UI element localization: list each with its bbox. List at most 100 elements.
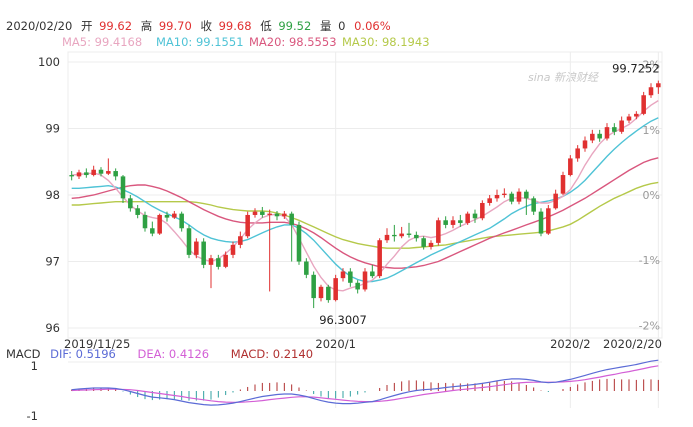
candle-body: [135, 208, 140, 215]
candle: [98, 167, 104, 177]
candle: [494, 189, 500, 202]
candle-body: [399, 233, 404, 237]
candle: [245, 211, 250, 239]
ma20-legend: MA20: 98.5553: [249, 35, 337, 49]
candle-body: [333, 278, 338, 301]
candle: [472, 209, 478, 223]
candle-body: [348, 271, 353, 283]
low-label: 低: [260, 19, 272, 33]
candle: [128, 195, 133, 212]
candle-body: [421, 238, 426, 247]
candle: [260, 206, 265, 218]
macd-legend: MACD DIF: 0.5196 DEA: 0.4126 MACD: 0.214…: [6, 347, 313, 361]
candle-body: [370, 271, 375, 277]
y-tick-label: 100: [38, 55, 60, 69]
candle: [201, 238, 206, 269]
candle: [172, 210, 177, 219]
candle: [179, 211, 184, 232]
candle: [84, 168, 89, 178]
volume-label: 量: [320, 19, 332, 33]
candle-body: [538, 211, 544, 234]
candle-body: [568, 158, 573, 176]
header-date: 2020/02/20: [6, 19, 72, 33]
candle-body: [98, 169, 104, 174]
low-value: 99.52: [278, 19, 311, 33]
candle: [626, 113, 632, 124]
high-annotation: 99.7252: [612, 61, 660, 75]
candle: [502, 188, 507, 198]
candle: [480, 200, 485, 221]
candle-body: [362, 271, 368, 290]
candle: [135, 204, 140, 219]
candle-body: [318, 286, 324, 299]
candle: [582, 136, 588, 152]
dea-line: [71, 365, 659, 403]
candle: [414, 231, 419, 242]
candle-body: [590, 133, 595, 141]
candle: [370, 264, 375, 279]
sina-watermark: sina 新浪财经: [528, 71, 599, 84]
ohlc-header: 2020/02/20 开 99.62 高 99.70 收 99.68 低 99.…: [6, 19, 391, 33]
candle: [553, 189, 558, 210]
low-annotation: 96.3007: [319, 313, 367, 327]
candle-body: [179, 213, 184, 229]
candle-body: [216, 258, 221, 267]
x-tick-label: 2020/2: [550, 337, 590, 351]
pct-tick-label: 1%: [643, 124, 660, 137]
ma30-line: [71, 181, 659, 249]
candle-body: [604, 127, 610, 139]
close-label: 收: [200, 19, 212, 33]
candle: [186, 224, 192, 259]
candle-body: [150, 228, 155, 234]
candle-body: [582, 140, 588, 149]
candle-body: [428, 242, 434, 247]
candle-body: [252, 211, 258, 215]
candle-body: [619, 120, 624, 132]
macd-y-tick-label: -1: [27, 409, 38, 423]
candle-body: [157, 214, 162, 234]
candle-body: [201, 241, 206, 265]
candle-body: [384, 234, 390, 241]
candle-body: [267, 213, 272, 215]
candle-body: [260, 211, 265, 215]
candle: [326, 284, 331, 303]
candle-body: [480, 202, 485, 219]
candle: [348, 268, 353, 287]
candle-body: [296, 224, 302, 262]
candle: [274, 210, 280, 221]
candle-body: [509, 193, 514, 202]
candle-body: [186, 228, 192, 255]
candle-body: [106, 171, 111, 174]
open-label: 开: [81, 19, 93, 33]
candle: [355, 280, 360, 294]
candle-body: [164, 214, 170, 218]
candle-body: [274, 213, 280, 217]
ma-legend: MA5: 99.4168 MA10: 99.1551 MA20: 98.5553…: [62, 35, 430, 49]
candle: [399, 226, 404, 239]
candle-body: [546, 208, 551, 234]
macd-value-legend: MACD: 0.2140: [231, 347, 313, 361]
candle-body: [502, 193, 507, 195]
candle: [465, 211, 470, 225]
candle: [164, 211, 170, 222]
candle: [76, 169, 82, 180]
y-tick-label: 98: [45, 188, 60, 202]
candle-body: [172, 213, 177, 218]
candle: [384, 228, 390, 243]
candle: [333, 274, 338, 302]
candle: [362, 268, 368, 292]
dif-line: [71, 359, 659, 406]
x-tick-label: 2020/2/20: [603, 337, 662, 351]
candle: [194, 238, 199, 259]
pct-y-axis: 2% 1% 0% -1% -2%: [639, 59, 660, 333]
candle: [208, 254, 214, 289]
y-tick-label: 96: [45, 321, 60, 335]
candle-body: [208, 258, 214, 265]
candle: [223, 251, 228, 269]
candle-body: [472, 213, 478, 219]
pct-tick-label: -2%: [639, 319, 660, 332]
candle-body: [406, 233, 412, 235]
candle: [648, 83, 654, 98]
candle-body: [414, 234, 419, 239]
